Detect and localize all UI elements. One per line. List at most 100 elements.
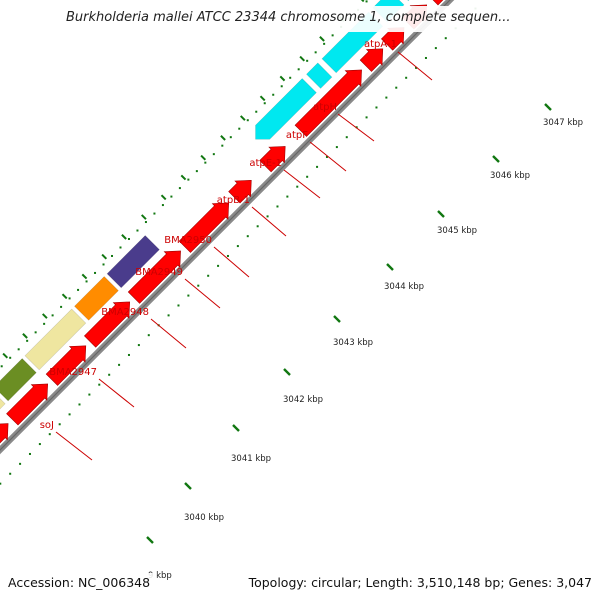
genes-value: 3,047	[556, 575, 592, 590]
inner-guide-dot	[221, 144, 224, 147]
forward-gene-arrow[interactable]	[45, 345, 87, 386]
outer-guide-dot	[137, 344, 140, 347]
gene-block-bma2948[interactable]	[106, 235, 160, 289]
inner-guide-dot	[263, 102, 266, 105]
kbp-tick-label: 3041 kbp	[231, 454, 271, 464]
inner-guide-dot	[17, 348, 20, 351]
length-value: 3,510,148 bp	[416, 575, 501, 590]
gene-callout-line	[184, 278, 221, 309]
inner-guide-dot	[195, 170, 198, 173]
outer-guide-dot	[19, 462, 22, 465]
outer-guide-dot	[256, 225, 259, 228]
inner-guide-dot	[111, 254, 114, 257]
kbp-tick-mark	[386, 263, 394, 271]
gene-callout-line	[283, 169, 321, 199]
gene-label[interactable]: BMA2949	[135, 267, 183, 278]
inner-minor-tick	[41, 313, 48, 319]
gene-label[interactable]: atpA-1	[364, 39, 397, 50]
sequence-info: Topology: circular; Length: 3,510,148 bp…	[244, 573, 596, 593]
gene-label[interactable]: BMA2948	[101, 307, 149, 318]
outer-guide-dot	[325, 155, 328, 158]
kbp-tick-mark	[232, 424, 240, 432]
accession-value: NC_006348	[78, 575, 151, 590]
inner-minor-tick	[101, 253, 108, 260]
genes-label: Genes:	[508, 575, 553, 590]
forward-gene-arrow[interactable]	[0, 423, 9, 449]
kbp-tick-label: 9 kbp	[148, 571, 172, 581]
inner-minor-tick	[2, 352, 9, 359]
inner-guide-dot	[60, 305, 63, 308]
gene-block-bma2947[interactable]	[74, 276, 119, 321]
feature-dots-layer	[0, 0, 477, 485]
gene-label[interactable]: atpF	[286, 130, 308, 141]
gene-block-atpa[interactable]	[394, 0, 500, 2]
inner-minor-tick	[140, 214, 147, 220]
kbp-ticks-layer: 3047 kbp 3046 kbp 3045 kbp 3044 kbp 3043 kbp…	[146, 103, 583, 581]
outer-guide-dot	[306, 175, 309, 178]
inner-guide-dot	[136, 229, 139, 232]
accession-info: Accession: NC_006348	[4, 573, 155, 593]
backbone	[0, 0, 455, 455]
inner-minor-tick	[299, 55, 306, 62]
topology-value: circular	[311, 575, 358, 590]
outer-guide-dot	[375, 106, 378, 109]
inner-guide-dot	[331, 34, 334, 37]
inner-guide-dot	[365, 0, 368, 3]
gene-label[interactable]: atpH	[313, 102, 337, 113]
kbp-tick-mark	[146, 536, 154, 544]
outer-guide-dot	[434, 47, 437, 50]
kbp-tick-label: 3042 kbp	[283, 395, 323, 405]
outer-guide-dot	[187, 294, 190, 297]
gene-callout-line	[150, 318, 187, 349]
forward-gene-arrow[interactable]	[228, 179, 252, 204]
inner-guide-dot	[94, 271, 97, 274]
forward-gene-arrow[interactable]	[127, 250, 181, 304]
inner-minor-tick	[360, 0, 365, 3]
forward-gene-arrow[interactable]	[427, 0, 491, 6]
kbp-tick-label: 3047 kbp	[543, 118, 583, 128]
outer-guide-dot	[177, 304, 180, 307]
outer-guide-dot	[147, 334, 150, 337]
gene-label[interactable]: soJ	[40, 420, 54, 431]
gene-features-layer	[0, 0, 500, 449]
forward-gene-arrow[interactable]	[83, 301, 131, 348]
gene-label[interactable]: BMA2950	[164, 235, 212, 246]
inner-guide-dot	[161, 204, 164, 207]
outer-guide-dot	[266, 215, 269, 218]
gene-block-khaki[interactable]	[0, 390, 6, 443]
outer-guide-dot	[118, 363, 121, 366]
inner-guide-dot	[0, 365, 3, 368]
outer-guide-dot	[415, 66, 418, 69]
title-box: Burkholderia mallei ATCC 23344 chromosom…	[56, 6, 536, 32]
inner-minor-tick	[160, 194, 167, 201]
outer-guide-dot	[236, 245, 239, 248]
gene-label[interactable]: atpE-1	[249, 158, 282, 169]
gene-block-olive[interactable]	[0, 358, 37, 402]
gene-label[interactable]: atpB-1	[217, 195, 250, 206]
outer-guide-dot	[0, 482, 2, 485]
forward-gene-arrow[interactable]	[6, 383, 49, 426]
inner-guide-dot	[229, 136, 232, 139]
forward-gene-arrow[interactable]	[178, 202, 230, 253]
inner-guide-dot	[272, 93, 275, 96]
inner-guide-dot	[323, 42, 326, 45]
gene-callout-line	[309, 141, 347, 172]
outer-guide-dot	[207, 274, 210, 277]
inner-guide-dot	[77, 288, 80, 291]
gene-label[interactable]: BMA2947	[49, 367, 97, 378]
outer-guide-dot	[9, 472, 12, 475]
inner-minor-tick	[81, 273, 88, 280]
gene-block-atpb[interactable]	[255, 78, 317, 140]
forward-gene-arrow[interactable]	[359, 48, 384, 72]
kbp-tick-label: 3044 kbp	[384, 282, 424, 292]
gene-block-atpe[interactable]	[306, 62, 333, 89]
inner-guide-dot	[51, 314, 54, 317]
outer-guide-dot	[355, 126, 358, 129]
inner-guide-dot	[144, 221, 147, 224]
gene-block-sojb[interactable]	[24, 308, 87, 371]
forward-gene-arrow[interactable]	[294, 69, 362, 137]
forward-gene-arrow[interactable]	[259, 146, 286, 173]
outer-guide-dot	[286, 195, 289, 198]
inner-guide-dot	[119, 246, 122, 249]
